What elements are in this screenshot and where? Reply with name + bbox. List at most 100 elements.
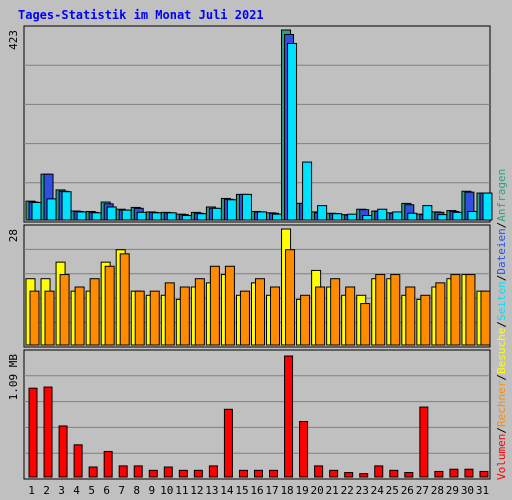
day-label-9: 9 bbox=[148, 484, 155, 497]
day-label-10: 10 bbox=[160, 484, 173, 497]
panel-top-max-label: 423 bbox=[7, 30, 20, 50]
bar-seiten-day-20 bbox=[317, 205, 328, 221]
day-label-27: 27 bbox=[416, 484, 429, 497]
bar-rechner-day-13 bbox=[209, 265, 220, 346]
bar-volumen-day-5 bbox=[88, 466, 98, 478]
bar-volumen-day-19 bbox=[299, 420, 309, 478]
bar-volumen-day-13 bbox=[208, 465, 218, 478]
bar-seiten-day-17 bbox=[272, 213, 283, 221]
bar-volumen-day-3 bbox=[58, 425, 68, 478]
bar-seiten-day-8 bbox=[136, 211, 147, 221]
bar-seiten-day-31 bbox=[482, 192, 493, 221]
bar-seiten-day-22 bbox=[347, 213, 358, 221]
bar-volumen-day-15 bbox=[238, 469, 248, 478]
bar-volumen-day-8 bbox=[133, 465, 143, 478]
legend-separator: / bbox=[495, 374, 508, 381]
bar-rechner-day-29 bbox=[450, 274, 461, 346]
bar-seiten-day-18 bbox=[287, 42, 298, 221]
bar-rechner-day-28 bbox=[435, 282, 446, 346]
day-label-18: 18 bbox=[280, 484, 293, 497]
bar-rechner-day-11 bbox=[179, 286, 190, 346]
bar-volumen-day-9 bbox=[148, 469, 158, 478]
bar-rechner-day-18 bbox=[285, 249, 296, 346]
bar-rechner-day-26 bbox=[405, 286, 416, 346]
bar-volumen-day-7 bbox=[118, 465, 128, 478]
day-label-1: 1 bbox=[28, 484, 35, 497]
day-label-21: 21 bbox=[326, 484, 339, 497]
bar-volumen-day-29 bbox=[449, 468, 459, 478]
bar-seiten-day-13 bbox=[211, 207, 222, 221]
bar-volumen-day-4 bbox=[73, 444, 83, 478]
bar-rechner-day-19 bbox=[300, 294, 311, 346]
chart-title: Tages-Statistik im Monat Juli 2021 bbox=[18, 8, 264, 22]
panel-bottom-frame bbox=[23, 349, 491, 480]
bar-volumen-day-31 bbox=[479, 470, 489, 478]
bar-seiten-day-11 bbox=[181, 215, 192, 221]
day-label-24: 24 bbox=[371, 484, 385, 497]
bar-seiten-day-2 bbox=[46, 198, 57, 221]
bar-seiten-day-4 bbox=[76, 211, 87, 221]
bar-seiten-day-29 bbox=[452, 211, 463, 221]
bar-rechner-day-22 bbox=[345, 286, 356, 346]
day-label-16: 16 bbox=[250, 484, 263, 497]
bar-rechner-day-14 bbox=[224, 265, 235, 346]
bar-seiten-day-3 bbox=[61, 191, 72, 221]
day-label-14: 14 bbox=[220, 484, 234, 497]
bar-rechner-day-5 bbox=[89, 278, 100, 346]
bar-rechner-day-1 bbox=[29, 290, 40, 346]
bar-seiten-day-7 bbox=[121, 209, 132, 221]
bar-rechner-day-21 bbox=[330, 278, 341, 346]
legend-right: Volumen/Rechner/Besuche/Seiten/Dateien/A… bbox=[495, 169, 508, 480]
bar-volumen-day-23 bbox=[359, 473, 369, 478]
bar-rechner-day-4 bbox=[74, 286, 85, 346]
day-label-23: 23 bbox=[356, 484, 369, 497]
bar-rechner-day-6 bbox=[104, 265, 115, 346]
bar-volumen-day-20 bbox=[314, 465, 324, 478]
bar-volumen-day-10 bbox=[163, 466, 173, 478]
bar-seiten-day-30 bbox=[467, 210, 478, 221]
day-label-26: 26 bbox=[401, 484, 414, 497]
bar-rechner-day-2 bbox=[44, 290, 55, 346]
bar-seiten-day-23 bbox=[362, 215, 373, 221]
bar-seiten-day-27 bbox=[422, 205, 433, 221]
panel-middle-max-label: 28 bbox=[7, 229, 20, 242]
bar-volumen-day-22 bbox=[344, 472, 354, 478]
bar-rechner-day-31 bbox=[480, 290, 491, 346]
bar-rechner-day-25 bbox=[390, 274, 401, 346]
day-label-3: 3 bbox=[58, 484, 65, 497]
legend-separator: / bbox=[495, 275, 508, 282]
day-label-28: 28 bbox=[431, 484, 444, 497]
bar-seiten-day-14 bbox=[226, 199, 237, 221]
bar-seiten-day-26 bbox=[407, 212, 418, 221]
day-label-11: 11 bbox=[175, 484, 188, 497]
bar-rechner-day-17 bbox=[270, 286, 281, 346]
bar-seiten-day-9 bbox=[151, 212, 162, 221]
legend-item-besuche: Besuche bbox=[495, 328, 508, 374]
day-label-19: 19 bbox=[295, 484, 308, 497]
day-label-6: 6 bbox=[103, 484, 110, 497]
day-label-25: 25 bbox=[386, 484, 399, 497]
legend-item-anfragen: Anfragen bbox=[495, 169, 508, 222]
bar-volumen-day-16 bbox=[253, 469, 263, 478]
legend-separator: / bbox=[495, 222, 508, 229]
bar-volumen-day-21 bbox=[329, 469, 339, 478]
bar-seiten-day-25 bbox=[392, 211, 403, 221]
bar-seiten-day-1 bbox=[31, 201, 42, 221]
day-label-13: 13 bbox=[205, 484, 218, 497]
bar-rechner-day-16 bbox=[254, 278, 265, 346]
bar-seiten-day-24 bbox=[377, 208, 388, 221]
legend-item-volumen: Volumen bbox=[495, 434, 508, 480]
bar-volumen-day-12 bbox=[193, 469, 203, 478]
bar-seiten-day-19 bbox=[302, 161, 313, 221]
bar-seiten-day-5 bbox=[91, 212, 102, 221]
bar-seiten-day-21 bbox=[332, 213, 343, 221]
bar-volumen-day-24 bbox=[374, 465, 384, 478]
day-label-30: 30 bbox=[461, 484, 474, 497]
bar-rechner-day-23 bbox=[360, 303, 371, 346]
legend-item-dateien: Dateien bbox=[495, 228, 508, 274]
day-label-20: 20 bbox=[311, 484, 324, 497]
bar-rechner-day-27 bbox=[420, 294, 431, 346]
legend-separator: / bbox=[495, 427, 508, 434]
bar-rechner-day-10 bbox=[164, 282, 175, 346]
